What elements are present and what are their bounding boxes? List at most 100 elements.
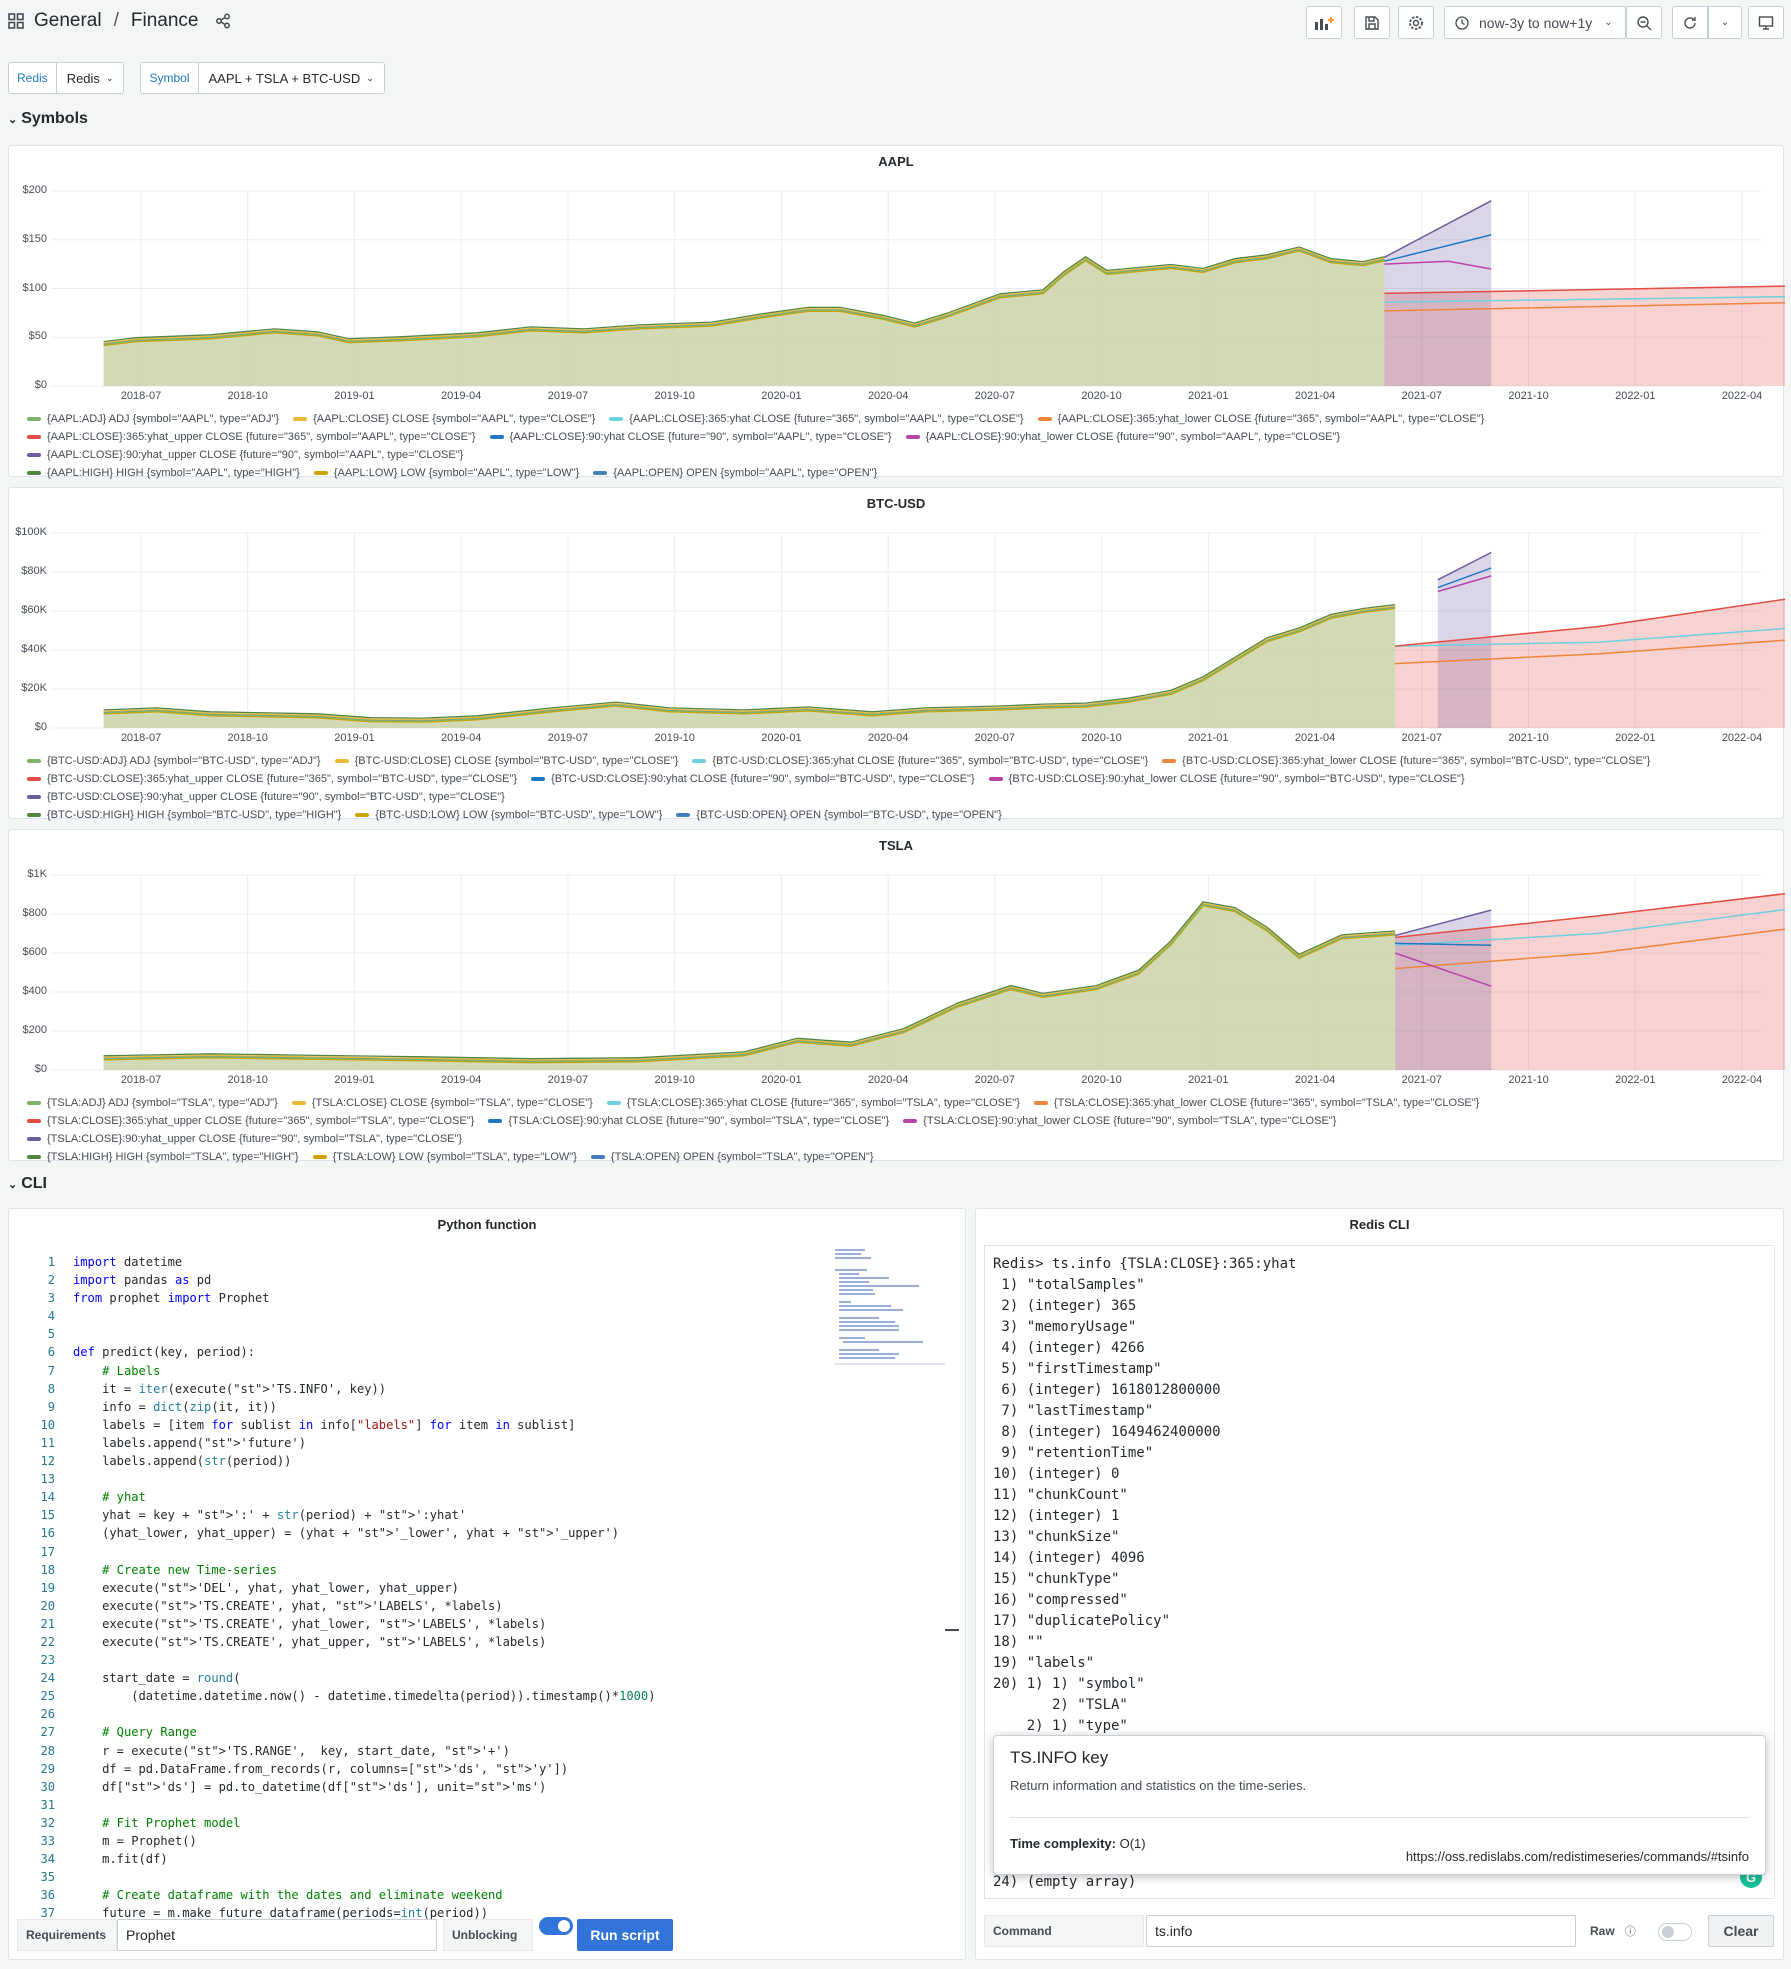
- forecast-line-y365[interactable]: [1395, 619, 1785, 647]
- share-icon[interactable]: [215, 13, 231, 29]
- legend-item[interactable]: {TSLA:CLOSE}:365:yhat_upper CLOSE {futur…: [27, 1112, 474, 1130]
- legend-item[interactable]: {BTC-USD:HIGH} HIGH {symbol="BTC-USD", t…: [27, 806, 341, 824]
- tooltip-doc-link[interactable]: https://oss.redislabs.com/redistimeserie…: [1405, 1849, 1749, 1864]
- legend-item[interactable]: {TSLA:HIGH} HIGH {symbol="TSLA", type="H…: [27, 1148, 299, 1166]
- series-line[interactable]: [103, 904, 1396, 1063]
- add-panel-button[interactable]: [1306, 6, 1342, 39]
- editor-scroll-indicator[interactable]: [945, 1629, 959, 1631]
- legend-item[interactable]: {AAPL:CLOSE}:365:yhat_lower CLOSE {futur…: [1037, 410, 1484, 428]
- forecast-line-y365-upper[interactable]: [1395, 582, 1785, 647]
- clear-button[interactable]: Clear: [1708, 1915, 1774, 1947]
- chart-plot-area[interactable]: [9, 146, 1785, 478]
- legend-item[interactable]: {TSLA:ADJ} ADJ {symbol="TSLA", type="ADJ…: [27, 1094, 278, 1112]
- unblocking-toggle[interactable]: [539, 1917, 573, 1935]
- forecast-line-y365[interactable]: [1395, 898, 1785, 946]
- forecast-band-365[interactable]: [1384, 286, 1785, 386]
- forecast-band-90[interactable]: [1384, 200, 1492, 386]
- legend-item[interactable]: {BTC-USD:OPEN} OPEN {symbol="BTC-USD", t…: [676, 806, 1002, 824]
- forecast-line-y90[interactable]: [1437, 567, 1492, 589]
- forecast-band-365[interactable]: [1395, 582, 1785, 728]
- legend-item[interactable]: {AAPL:CLOSE}:90:yhat_upper CLOSE {future…: [27, 446, 463, 464]
- variable-select-symbol[interactable]: AAPL + TSLA + BTC-USD ⌄: [198, 62, 385, 94]
- forecast-line-y365-lower[interactable]: [1395, 625, 1785, 665]
- legend-item[interactable]: {BTC-USD:ADJ} ADJ {symbol="BTC-USD", typ…: [27, 752, 321, 770]
- command-input[interactable]: ts.info: [1146, 1915, 1576, 1947]
- series-line[interactable]: [103, 905, 1396, 1064]
- chart-plot-area[interactable]: [9, 830, 1785, 1162]
- legend-item[interactable]: {BTC-USD:CLOSE}:365:yhat_lower CLOSE {fu…: [1162, 752, 1650, 770]
- legend-item[interactable]: {BTC-USD:CLOSE}:365:yhat CLOSE {future="…: [692, 752, 1148, 770]
- series-line[interactable]: [103, 603, 1396, 719]
- legend-item[interactable]: {AAPL:CLOSE}:365:yhat_upper CLOSE {futur…: [27, 428, 476, 446]
- legend-item[interactable]: {AAPL:ADJ} ADJ {symbol="AAPL", type="ADJ…: [27, 410, 279, 428]
- series-line[interactable]: [103, 607, 1396, 723]
- dashboards-grid-icon[interactable]: [8, 13, 24, 29]
- row-symbols[interactable]: ⌄ Symbols: [8, 110, 88, 128]
- forecast-line-y90-lower[interactable]: [1384, 260, 1492, 270]
- legend-item[interactable]: {AAPL:CLOSE} CLOSE {symbol="AAPL", type=…: [293, 410, 595, 428]
- breadcrumb-dashboard[interactable]: Finance: [130, 10, 199, 31]
- forecast-line-y90-upper[interactable]: [1437, 551, 1492, 581]
- legend-item[interactable]: {AAPL:HIGH} HIGH {symbol="AAPL", type="H…: [27, 464, 300, 482]
- legend-item[interactable]: {BTC-USD:CLOSE}:90:yhat_lower CLOSE {fut…: [988, 770, 1465, 788]
- legend-item[interactable]: {TSLA:OPEN} OPEN {symbol="TSLA", type="O…: [590, 1148, 874, 1166]
- legend-item[interactable]: {TSLA:CLOSE}:90:yhat_upper CLOSE {future…: [27, 1130, 462, 1148]
- forecast-line-y365[interactable]: [1384, 295, 1785, 303]
- legend-item[interactable]: {TSLA:CLOSE}:90:yhat CLOSE {future="90",…: [488, 1112, 889, 1130]
- raw-toggle[interactable]: [1658, 1923, 1692, 1941]
- tv-mode-button[interactable]: [1748, 6, 1784, 39]
- cli-output[interactable]: Redis> ts.info {TSLA:CLOSE}:365:yhat 1) …: [984, 1245, 1775, 1899]
- refresh-interval-button[interactable]: ⌄: [1708, 6, 1742, 39]
- legend-item[interactable]: {AAPL:CLOSE}:90:yhat_lower CLOSE {future…: [905, 428, 1340, 446]
- refresh-button[interactable]: [1672, 6, 1708, 39]
- row-cli[interactable]: ⌄ CLI: [8, 1175, 47, 1193]
- save-dashboard-button[interactable]: [1354, 6, 1390, 39]
- series-line[interactable]: [103, 606, 1396, 722]
- forecast-line-y90-upper[interactable]: [1394, 909, 1492, 937]
- run-script-button[interactable]: Run script: [577, 1919, 673, 1951]
- dashboard-settings-button[interactable]: [1398, 6, 1434, 39]
- forecast-line-y365-lower[interactable]: [1384, 301, 1785, 312]
- forecast-band-90[interactable]: [1395, 910, 1492, 1070]
- legend-item[interactable]: {TSLA:CLOSE}:365:yhat CLOSE {future="365…: [606, 1094, 1020, 1112]
- chart-plot-area[interactable]: [9, 488, 1785, 820]
- legend-item[interactable]: {AAPL:CLOSE}:365:yhat CLOSE {future="365…: [609, 410, 1024, 428]
- forecast-line-y365-upper[interactable]: [1384, 285, 1785, 295]
- forecast-line-y90-lower[interactable]: [1437, 575, 1492, 593]
- legend-item[interactable]: {BTC-USD:LOW} LOW {symbol="BTC-USD", typ…: [355, 806, 662, 824]
- series-line[interactable]: [103, 249, 1385, 346]
- zoom-out-button[interactable]: [1626, 6, 1662, 39]
- forecast-band-365[interactable]: [1395, 879, 1785, 1070]
- legend-item[interactable]: {BTC-USD:CLOSE}:90:yhat CLOSE {future="9…: [531, 770, 975, 788]
- breadcrumb-folder[interactable]: General: [34, 10, 102, 31]
- series-line[interactable]: [103, 901, 1396, 1060]
- panel-title[interactable]: BTC-USD: [866, 496, 926, 511]
- series-line[interactable]: [103, 246, 1385, 343]
- legend-item[interactable]: {BTC-USD:CLOSE}:90:yhat_upper CLOSE {fut…: [27, 788, 505, 806]
- legend-item[interactable]: {AAPL:CLOSE}:90:yhat CLOSE {future="90",…: [489, 428, 892, 446]
- series-line[interactable]: [103, 902, 1396, 1061]
- legend-item[interactable]: {AAPL:OPEN} OPEN {symbol="AAPL", type="O…: [593, 464, 877, 482]
- forecast-line-y90-lower[interactable]: [1394, 952, 1492, 987]
- code-editor[interactable]: 1 import datetime 2 import pandas as pd 3 fro…: [31, 1253, 655, 1922]
- series-line[interactable]: [103, 250, 1385, 347]
- series-area-adj[interactable]: [103, 904, 1396, 1070]
- legend-item[interactable]: {AAPL:LOW} LOW {symbol="AAPL", type="LOW…: [313, 464, 579, 482]
- variable-select-redis[interactable]: Redis ⌄: [56, 62, 125, 94]
- legend-item[interactable]: {TSLA:CLOSE}:365:yhat_lower CLOSE {futur…: [1033, 1094, 1479, 1112]
- forecast-line-y90-upper[interactable]: [1384, 200, 1492, 258]
- legend-item[interactable]: {TSLA:CLOSE} CLOSE {symbol="TSLA", type=…: [291, 1094, 593, 1112]
- legend-item[interactable]: {TSLA:LOW} LOW {symbol="TSLA", type="LOW…: [312, 1148, 577, 1166]
- info-icon[interactable]: ⓘ: [1624, 1926, 1636, 1938]
- series-area-adj[interactable]: [103, 249, 1385, 387]
- legend-item[interactable]: {TSLA:CLOSE}:90:yhat_lower CLOSE {future…: [903, 1112, 1336, 1130]
- requirements-input[interactable]: Prophet: [117, 1919, 437, 1951]
- forecast-band-90[interactable]: [1437, 552, 1492, 729]
- forecast-line-y365-upper[interactable]: [1395, 879, 1785, 939]
- legend-item[interactable]: {BTC-USD:CLOSE} CLOSE {symbol="BTC-USD",…: [334, 752, 678, 770]
- series-line[interactable]: [103, 605, 1396, 721]
- series-line[interactable]: [103, 247, 1385, 344]
- code-minimap[interactable]: [835, 1245, 945, 1365]
- time-picker-button[interactable]: now-3y to now+1y ⌄: [1444, 6, 1626, 39]
- legend-item[interactable]: {BTC-USD:CLOSE}:365:yhat_upper CLOSE {fu…: [27, 770, 517, 788]
